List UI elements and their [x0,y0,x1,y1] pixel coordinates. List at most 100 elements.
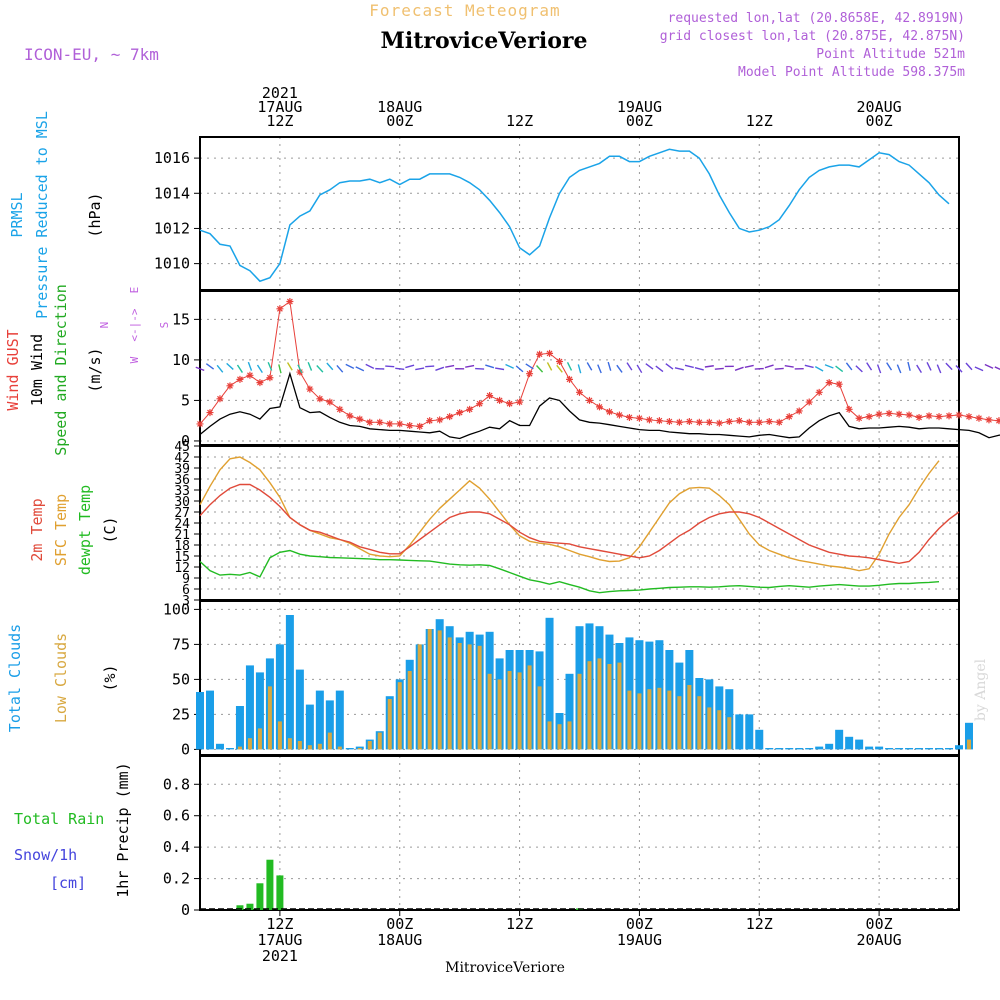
wind-direction-arrow [395,367,405,370]
low-clouds-bar [687,685,692,750]
wind-direction-arrow [425,365,435,368]
wind-direction-arrow [694,367,704,371]
wind-direction-arrow [577,364,582,374]
y-tick-label: 27 [174,506,190,521]
gust-point [935,413,943,421]
time-label-top: 12Z [746,112,773,130]
wind-direction-arrow [926,362,932,371]
low-clouds-bar [597,658,602,750]
wind-direction-arrow [597,364,602,374]
wind-direction-arrow [495,367,505,371]
y-tick-label: 3 [182,594,190,609]
time-label-top: 00Z [626,112,653,130]
gust-point [735,417,743,425]
total-clouds-bar [785,748,794,750]
low-clouds-bar [707,707,712,750]
total-clouds-bar [255,672,264,750]
gust-point [845,405,853,413]
label-snow: Snow/1h [14,846,77,864]
gust-point [436,416,444,424]
model-label: ICON-EU, ~ 7km [24,45,159,64]
y-tick-label: 21 [174,528,190,543]
low-clouds-bar [247,738,252,750]
time-label-bottom: 12Z [506,915,533,933]
gust-point [296,368,304,376]
panel-clouds: 0 25 50 75 100 Total Clouds Low Clouds (%) [6,600,973,758]
wind-direction-arrow [804,364,814,369]
gust-point [675,418,683,426]
y-tick-label: 9 [182,572,190,587]
wind-direction-arrow [286,362,293,371]
y-tick-label: 45 [174,440,190,455]
wind-direction-arrow [886,362,893,371]
wind-direction-arrow [814,365,824,372]
total-clouds-bar [925,748,934,750]
gust-point [506,400,514,408]
total-clouds-bar [205,690,214,750]
wind-direction-arrow [665,363,674,370]
ylabel-low-clouds: Low Clouds [52,633,70,723]
gust-point [466,405,474,413]
panel-precipitation: 0 0.2 0.4 0.6 0.8 1hr Precip (mm) Total Rain Sn… [14,755,960,919]
y-tick-label: 24 [174,517,190,532]
total-clouds-bar [215,743,224,750]
wind-direction-arrow [546,362,553,371]
low-clouds-bar [397,682,402,750]
wind-direction-arrow [465,364,475,368]
time-label-bottom: 00Z [866,915,893,933]
wind-direction-arrow [435,366,445,371]
time-label-top: 18AUG [377,98,422,116]
wind-direction-arrow [385,365,395,368]
wind-direction-arrow [365,363,375,369]
gust-point [695,418,703,426]
wind-direction-arrow [326,362,334,371]
wind-direction-arrow [744,364,754,368]
wind-direction-arrow [684,364,694,369]
wind-direction-arrow [247,361,253,371]
low-clouds-bar [717,710,722,750]
gust-point [206,409,214,417]
total-clouds-bar [305,704,314,750]
low-clouds-bar [667,690,672,750]
total-clouds-bar [865,746,874,750]
low-clouds-bar [277,721,282,750]
rain-bar [276,875,284,910]
total-clouds-bar [225,748,234,750]
low-clouds-bar [557,724,562,750]
gust-point [755,418,763,426]
wind-direction-arrow [774,367,784,370]
gust-point [546,349,554,357]
low-clouds-bar [457,643,462,750]
wind-direction-arrow [616,364,623,373]
low-clouds-bar [657,687,662,750]
gust-point [925,412,933,420]
gust-point [795,407,803,415]
low-clouds-bar [527,665,532,750]
y-tick-label: 1014 [154,184,190,202]
wind-direction-arrow [704,365,714,368]
total-clouds-bar [565,673,574,750]
wind-direction-arrow [267,361,273,371]
gust-point [915,413,923,421]
wind-direction-arrow [236,364,244,373]
time-label-bottom: 19AUG [617,931,662,949]
y-tick-label: 75 [172,635,190,653]
low-clouds-bar [677,696,682,750]
gust-point [975,414,983,422]
ylabel-pressure: Pressure Reduced to MSL [33,111,51,319]
gust-point [955,411,963,419]
total-clouds-bar [855,739,864,750]
wind-direction-arrow [297,364,303,374]
gust-point [556,358,564,366]
y-tick-label: 5 [181,391,190,409]
compass-w: W [128,356,141,363]
gust-point [266,374,274,382]
total-clouds-bar [915,748,924,750]
rain-bar [246,903,254,910]
wind-direction-arrow [556,364,563,373]
wind-direction-arrow [336,364,344,373]
time-label-bottom: 12Z [266,915,293,933]
total-clouds-bar [196,692,204,750]
